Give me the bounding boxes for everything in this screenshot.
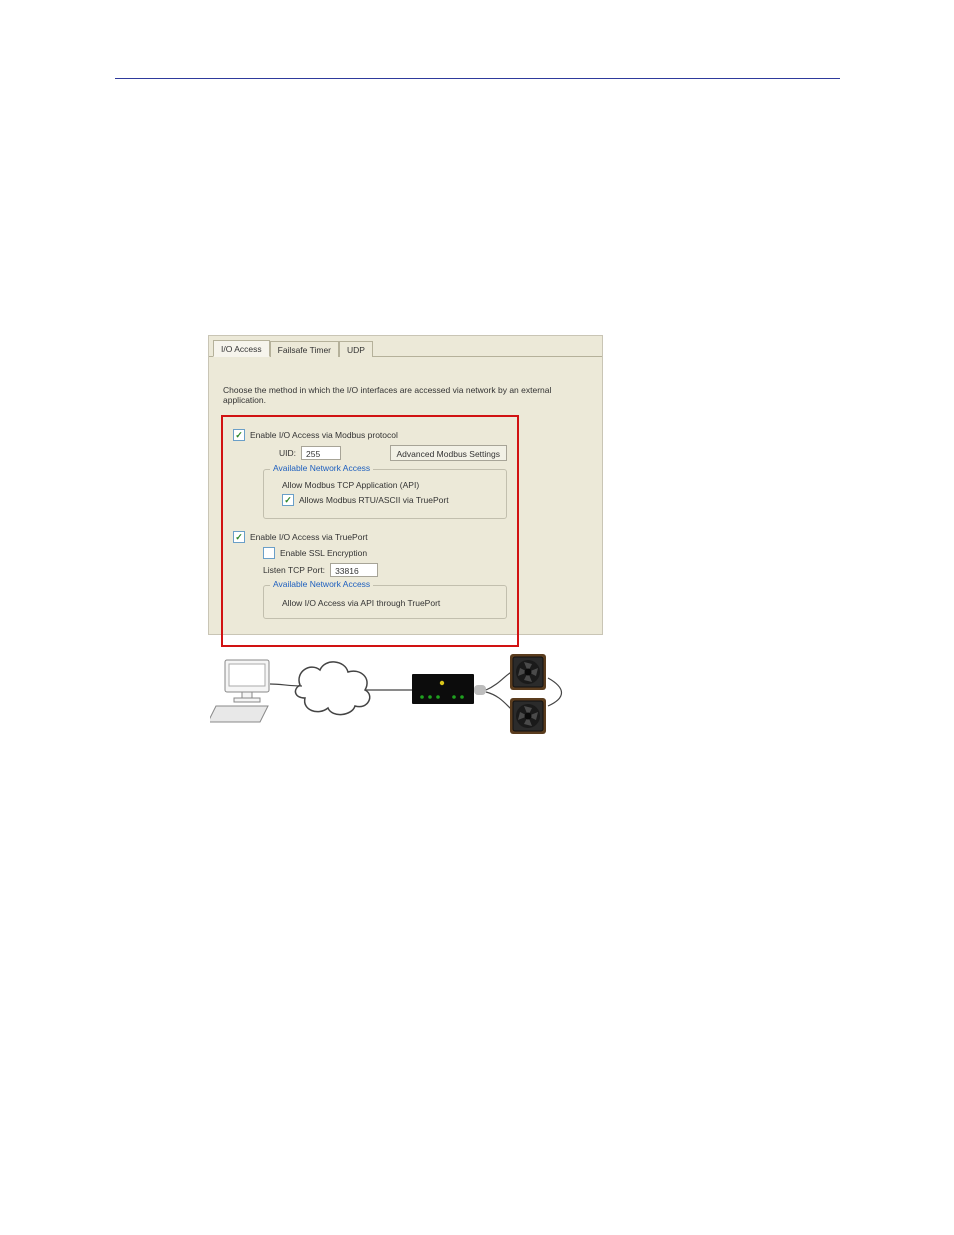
listen-port-input[interactable]: 33816	[330, 563, 378, 577]
io-access-panel: Choose the method in which the I/O inter…	[209, 357, 602, 655]
trueport-group-title: Available Network Access	[270, 579, 373, 589]
ssl-checkbox[interactable]	[263, 547, 275, 559]
modbus-tcp-label: Allow Modbus TCP Application (API)	[282, 480, 419, 490]
tab-bar: I/O Access Failsafe Timer UDP	[209, 336, 602, 357]
enable-trueport-label: Enable I/O Access via TruePort	[250, 532, 368, 542]
enable-trueport-checkbox[interactable]	[233, 531, 245, 543]
wire-5	[548, 678, 562, 706]
enable-modbus-row: Enable I/O Access via Modbus protocol	[233, 429, 507, 441]
modbus-group-title: Available Network Access	[270, 463, 373, 473]
highlighted-options: Enable I/O Access via Modbus protocol UI…	[221, 415, 519, 647]
uid-label: UID:	[279, 448, 296, 458]
trueport-network-access-group: Available Network Access Allow I/O Acces…	[263, 585, 507, 619]
computer-icon	[210, 660, 269, 722]
modbus-rtu-label: Allows Modbus RTU/ASCII via TruePort	[299, 495, 449, 505]
advanced-modbus-button[interactable]: Advanced Modbus Settings	[390, 445, 507, 461]
modbus-rtu-checkbox[interactable]	[282, 494, 294, 506]
enable-modbus-label: Enable I/O Access via Modbus protocol	[250, 430, 398, 440]
fan-icon-2	[510, 698, 546, 734]
enable-modbus-checkbox[interactable]	[233, 429, 245, 441]
uid-input[interactable]: 255	[301, 446, 341, 460]
fan-icon-1	[510, 654, 546, 690]
tab-udp[interactable]: UDP	[339, 341, 373, 357]
trueport-api-label: Allow I/O Access via API through TruePor…	[282, 598, 440, 608]
listen-port-label: Listen TCP Port:	[263, 565, 325, 575]
modbus-network-access-group: Available Network Access Allow Modbus TC…	[263, 469, 507, 519]
network-diagram	[210, 650, 605, 750]
wire-1	[270, 684, 302, 686]
tab-failsafe-timer[interactable]: Failsafe Timer	[270, 341, 339, 357]
panel-instruction: Choose the method in which the I/O inter…	[223, 385, 590, 405]
wire-3	[486, 672, 512, 690]
iolan-device-icon	[412, 674, 486, 704]
io-access-dialog: I/O Access Failsafe Timer UDP Choose the…	[208, 335, 603, 635]
tab-io-access[interactable]: I/O Access	[213, 340, 270, 357]
header-rule	[115, 78, 840, 79]
ssl-label: Enable SSL Encryption	[280, 548, 367, 558]
cloud-icon	[295, 662, 369, 715]
